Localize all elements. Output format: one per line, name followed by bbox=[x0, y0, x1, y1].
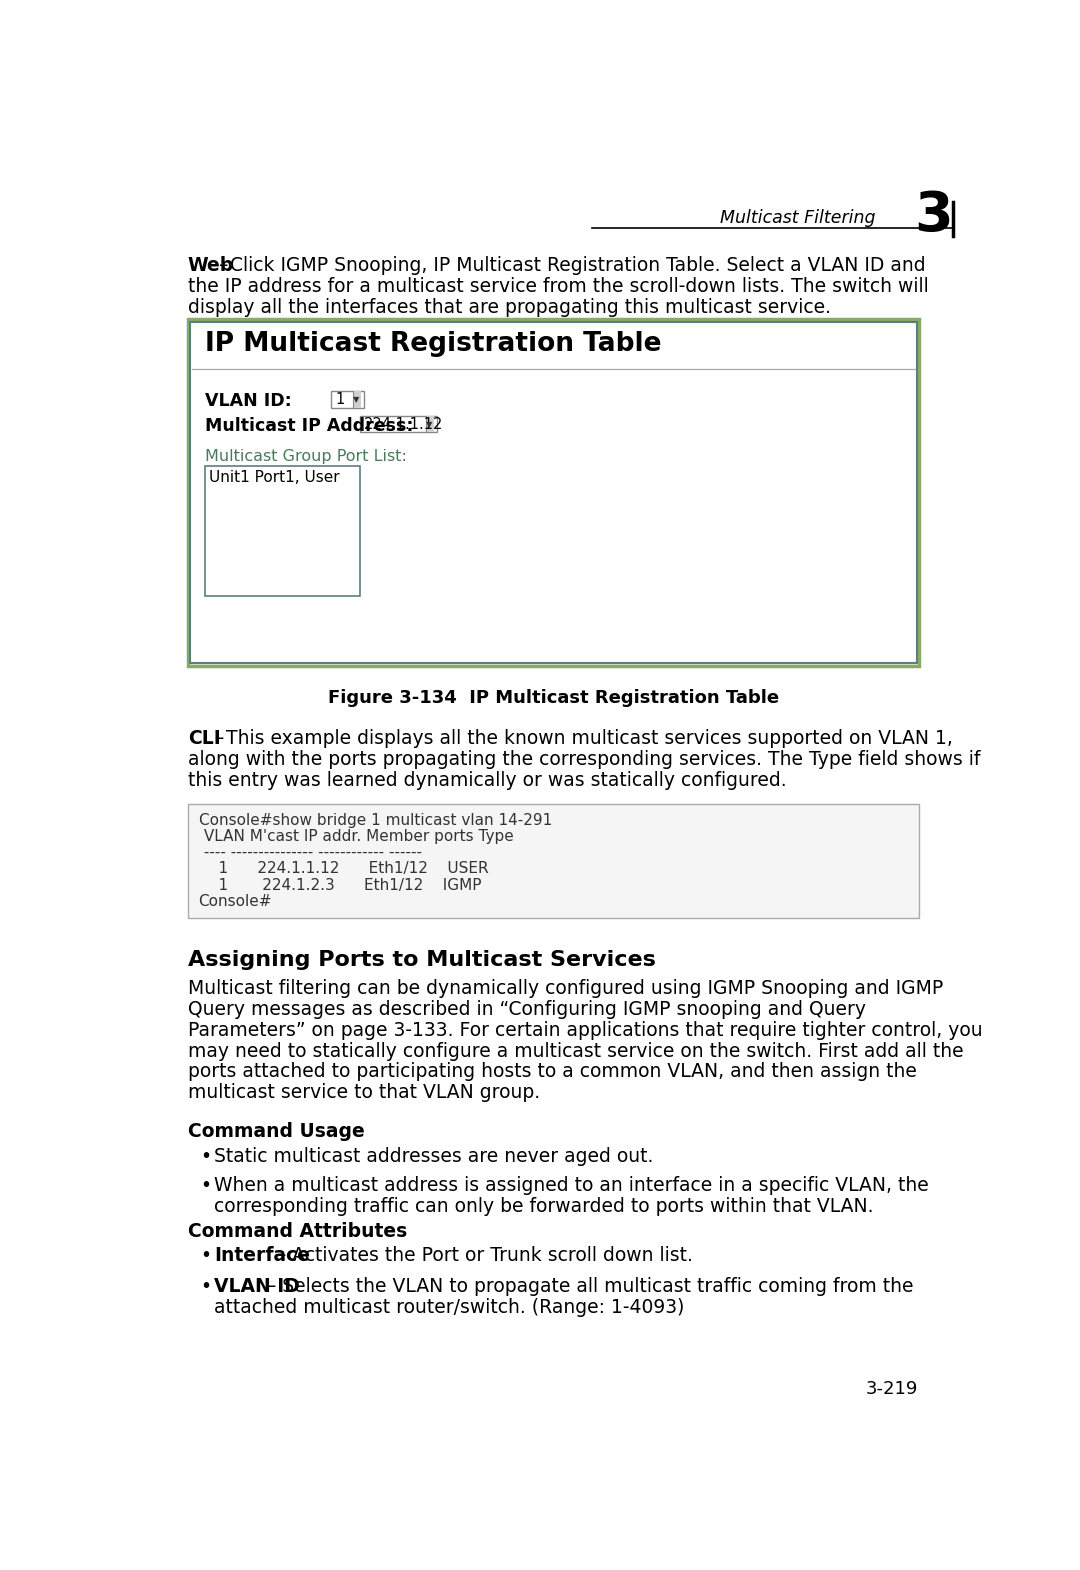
Text: Unit1 Port1, User: Unit1 Port1, User bbox=[208, 471, 339, 485]
Text: 1       224.1.2.3      Eth1/12    IGMP: 1 224.1.2.3 Eth1/12 IGMP bbox=[199, 878, 481, 893]
Text: Query messages as described in “Configuring IGMP snooping and Query: Query messages as described in “Configur… bbox=[188, 1000, 866, 1019]
Bar bbox=[332, 391, 364, 408]
Text: Multicast filtering can be dynamically configured using IGMP Snooping and IGMP: Multicast filtering can be dynamically c… bbox=[188, 980, 943, 999]
Text: 3-219: 3-219 bbox=[865, 1380, 918, 1399]
Text: Multicast Group Port List:: Multicast Group Port List: bbox=[205, 449, 407, 465]
Text: Command Attributes: Command Attributes bbox=[188, 1221, 407, 1240]
Text: display all the interfaces that are propagating this multicast service.: display all the interfaces that are prop… bbox=[188, 298, 831, 317]
Text: •: • bbox=[200, 1176, 212, 1195]
Text: Console#: Console# bbox=[199, 893, 272, 909]
Text: – Activates the Port or Trunk scroll down list.: – Activates the Port or Trunk scroll dow… bbox=[271, 1247, 693, 1265]
Text: Static multicast addresses are never aged out.: Static multicast addresses are never age… bbox=[214, 1148, 653, 1167]
Text: 1: 1 bbox=[335, 392, 345, 407]
Bar bbox=[190, 322, 917, 664]
Text: VLAN ID: VLAN ID bbox=[214, 1276, 300, 1297]
Text: ▼: ▼ bbox=[353, 396, 360, 403]
Text: corresponding traffic can only be forwarded to ports within that VLAN.: corresponding traffic can only be forwar… bbox=[214, 1196, 874, 1217]
Text: Parameters” on page 3-133. For certain applications that require tighter control: Parameters” on page 3-133. For certain a… bbox=[188, 1020, 983, 1039]
FancyBboxPatch shape bbox=[188, 319, 919, 666]
Bar bbox=[360, 416, 437, 432]
Text: the IP address for a multicast service from the scroll-down lists. The switch wi: the IP address for a multicast service f… bbox=[188, 276, 929, 297]
Text: CLI: CLI bbox=[188, 728, 220, 747]
Bar bbox=[205, 466, 360, 595]
Text: along with the ports propagating the corresponding services. The Type field show: along with the ports propagating the cor… bbox=[188, 750, 980, 769]
Text: Multicast Filtering: Multicast Filtering bbox=[719, 209, 875, 226]
Text: •: • bbox=[200, 1148, 212, 1167]
Text: Assigning Ports to Multicast Services: Assigning Ports to Multicast Services bbox=[188, 950, 656, 970]
Text: Multicast IP Address:: Multicast IP Address: bbox=[205, 418, 414, 435]
Text: VLAN ID:: VLAN ID: bbox=[205, 392, 292, 410]
Text: Figure 3-134  IP Multicast Registration Table: Figure 3-134 IP Multicast Registration T… bbox=[328, 689, 779, 706]
Text: Web: Web bbox=[188, 256, 234, 275]
Text: Command Usage: Command Usage bbox=[188, 1123, 364, 1141]
Text: Console#show bridge 1 multicast vlan 14-291: Console#show bridge 1 multicast vlan 14-… bbox=[199, 813, 552, 827]
Text: ---- --------------- ------------ ------: ---- --------------- ------------ ------ bbox=[199, 845, 421, 860]
Text: 3: 3 bbox=[914, 188, 953, 243]
Text: •: • bbox=[200, 1247, 212, 1265]
Text: 1      224.1.1.12      Eth1/12    USER: 1 224.1.1.12 Eth1/12 USER bbox=[199, 862, 488, 876]
Text: IP Multicast Registration Table: IP Multicast Registration Table bbox=[205, 331, 661, 356]
Text: this entry was learned dynamically or was statically configured.: this entry was learned dynamically or wa… bbox=[188, 771, 786, 790]
Bar bbox=[188, 804, 919, 917]
Text: may need to statically configure a multicast service on the switch. First add al: may need to statically configure a multi… bbox=[188, 1041, 963, 1061]
Text: attached multicast router/switch. (Range: 1-4093): attached multicast router/switch. (Range… bbox=[214, 1298, 685, 1317]
Text: – Selects the VLAN to propagate all multicast traffic coming from the: – Selects the VLAN to propagate all mult… bbox=[260, 1276, 913, 1297]
Text: This example displays all the known multicast services supported on VLAN 1,: This example displays all the known mult… bbox=[227, 728, 954, 747]
Text: ports attached to participating hosts to a common VLAN, and then assign the: ports attached to participating hosts to… bbox=[188, 1063, 917, 1082]
Text: Click IGMP Snooping, IP Multicast Registration Table. Select a VLAN ID and: Click IGMP Snooping, IP Multicast Regist… bbox=[230, 256, 926, 275]
Text: •: • bbox=[200, 1276, 212, 1297]
Text: multicast service to that VLAN group.: multicast service to that VLAN group. bbox=[188, 1083, 540, 1102]
Text: Interface: Interface bbox=[214, 1247, 310, 1265]
Text: ▼: ▼ bbox=[427, 419, 433, 429]
Text: VLAN M'cast IP addr. Member ports Type: VLAN M'cast IP addr. Member ports Type bbox=[199, 829, 513, 845]
Text: 224.1.1.12: 224.1.1.12 bbox=[364, 416, 443, 432]
Text: –: – bbox=[210, 728, 231, 747]
Text: When a multicast address is assigned to an interface in a specific VLAN, the: When a multicast address is assigned to … bbox=[214, 1176, 929, 1195]
Text: –: – bbox=[213, 256, 234, 275]
